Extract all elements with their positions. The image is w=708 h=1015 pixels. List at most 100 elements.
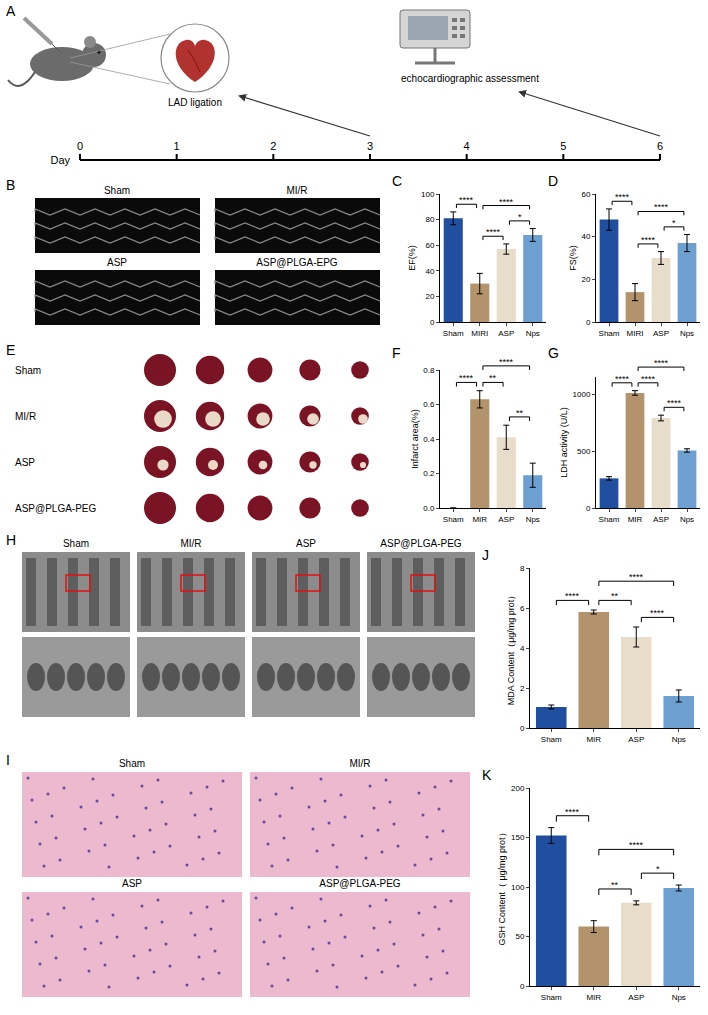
svg-text:50: 50 xyxy=(515,932,524,941)
svg-text:****: **** xyxy=(459,195,474,205)
svg-text:C: C xyxy=(392,173,402,189)
svg-text:MIRI: MIRI xyxy=(471,329,488,338)
svg-text:ASP: ASP xyxy=(628,735,644,744)
svg-text:MI/R: MI/R xyxy=(15,411,36,422)
svg-text:20: 20 xyxy=(581,275,590,284)
svg-text:2: 2 xyxy=(270,140,276,152)
svg-text:****: **** xyxy=(615,374,630,384)
svg-text:*: * xyxy=(672,218,676,228)
svg-text:Sham: Sham xyxy=(541,735,562,744)
svg-text:Sham: Sham xyxy=(443,329,464,338)
svg-text:MI/R: MI/R xyxy=(286,185,307,196)
svg-text:G: G xyxy=(548,345,559,361)
svg-text:5: 5 xyxy=(560,140,566,152)
svg-text:**: ** xyxy=(516,408,524,418)
svg-text:MIR: MIR xyxy=(628,515,643,524)
svg-text:I: I xyxy=(6,752,10,768)
svg-text:****: **** xyxy=(486,227,501,237)
svg-text:Sham: Sham xyxy=(541,993,562,1002)
svg-text:FS(%): FS(%) xyxy=(568,245,578,271)
svg-text:D: D xyxy=(548,173,558,189)
svg-text:ASP: ASP xyxy=(107,257,127,268)
svg-text:MI/R: MI/R xyxy=(180,538,201,549)
svg-text:****: **** xyxy=(629,572,644,582)
svg-text:8: 8 xyxy=(520,564,525,573)
svg-text:F: F xyxy=(392,345,401,361)
svg-text:ASP@PLGA-PEG: ASP@PLGA-PEG xyxy=(15,503,97,514)
svg-text:MI/R: MI/R xyxy=(349,758,370,769)
svg-text:Sham: Sham xyxy=(119,758,145,769)
svg-text:****: **** xyxy=(654,358,669,368)
svg-text:****: **** xyxy=(615,192,630,202)
svg-text:Sham: Sham xyxy=(599,515,620,524)
svg-text:0: 0 xyxy=(586,504,591,513)
svg-text:Nps: Nps xyxy=(526,329,540,338)
svg-text:MIR: MIR xyxy=(586,735,601,744)
svg-text:4: 4 xyxy=(464,140,470,152)
svg-text:Sham: Sham xyxy=(599,329,620,338)
svg-text:0: 0 xyxy=(77,140,83,152)
svg-text:Sham: Sham xyxy=(104,185,130,196)
svg-text:****: **** xyxy=(667,398,682,408)
svg-text:0.2: 0.2 xyxy=(423,469,435,478)
svg-text:****: **** xyxy=(641,235,656,245)
svg-text:Nps: Nps xyxy=(526,515,540,524)
svg-text:60: 60 xyxy=(581,190,590,199)
svg-text:*: * xyxy=(518,212,522,222)
svg-text:MIR: MIR xyxy=(472,515,487,524)
svg-text:B: B xyxy=(6,177,15,193)
svg-text:*: * xyxy=(656,864,660,874)
svg-text:ASP: ASP xyxy=(498,329,514,338)
svg-text:1: 1 xyxy=(174,140,180,152)
svg-text:40: 40 xyxy=(425,267,434,276)
svg-text:80: 80 xyxy=(425,215,434,224)
svg-text:MIR: MIR xyxy=(586,993,601,1002)
svg-text:ASP: ASP xyxy=(628,993,644,1002)
svg-text:MDA Content（μg/mg prot）: MDA Content（μg/mg prot） xyxy=(506,591,516,706)
svg-text:LDH activity (U/L): LDH activity (U/L) xyxy=(559,407,569,478)
svg-text:0.6: 0.6 xyxy=(423,400,435,409)
svg-text:**: ** xyxy=(611,591,619,601)
svg-text:Sham: Sham xyxy=(15,365,41,376)
svg-text:2: 2 xyxy=(520,684,525,693)
svg-text:200: 200 xyxy=(511,784,525,793)
svg-text:Day: Day xyxy=(50,154,70,166)
svg-text:E: E xyxy=(6,342,15,358)
svg-text:ASP@PLGA-EPG: ASP@PLGA-EPG xyxy=(256,257,338,268)
svg-text:****: **** xyxy=(459,373,474,383)
svg-text:100: 100 xyxy=(421,190,435,199)
svg-text:6: 6 xyxy=(520,604,525,613)
svg-text:Sham: Sham xyxy=(63,538,89,549)
svg-text:****: **** xyxy=(565,807,580,817)
svg-text:ASP: ASP xyxy=(498,515,514,524)
svg-text:MIRI: MIRI xyxy=(627,329,644,338)
svg-text:4: 4 xyxy=(520,644,525,653)
svg-text:Nps: Nps xyxy=(680,329,694,338)
svg-text:Nps: Nps xyxy=(672,735,686,744)
svg-text:0: 0 xyxy=(520,724,525,733)
svg-text:0: 0 xyxy=(520,982,525,991)
svg-text:0: 0 xyxy=(586,318,591,327)
svg-text:Sham: Sham xyxy=(443,515,464,524)
svg-text:****: **** xyxy=(565,591,580,601)
svg-text:GSH Content（ μg/mg prot）: GSH Content（ μg/mg prot） xyxy=(497,828,507,945)
svg-text:40: 40 xyxy=(581,232,590,241)
svg-text:0.0: 0.0 xyxy=(423,504,435,513)
svg-text:0: 0 xyxy=(430,318,435,327)
svg-text:3: 3 xyxy=(367,140,373,152)
svg-text:ASP: ASP xyxy=(653,515,669,524)
svg-text:0.8: 0.8 xyxy=(423,366,435,375)
svg-text:ASP: ASP xyxy=(15,457,35,468)
svg-text:**: ** xyxy=(489,373,497,383)
svg-text:ASP@PLGA-PEG: ASP@PLGA-PEG xyxy=(380,538,462,549)
svg-text:echocardiographic assessment: echocardiographic assessment xyxy=(401,73,539,84)
svg-text:EF(%): EF(%) xyxy=(407,245,417,271)
svg-text:K: K xyxy=(482,767,492,783)
svg-text:100: 100 xyxy=(511,883,525,892)
svg-text:0.4: 0.4 xyxy=(423,435,435,444)
svg-text:A: A xyxy=(6,3,16,19)
svg-text:ASP: ASP xyxy=(296,538,316,549)
svg-text:150: 150 xyxy=(511,833,525,842)
svg-text:ASP@PLGA-PEG: ASP@PLGA-PEG xyxy=(319,878,401,889)
svg-text:6: 6 xyxy=(657,140,663,152)
